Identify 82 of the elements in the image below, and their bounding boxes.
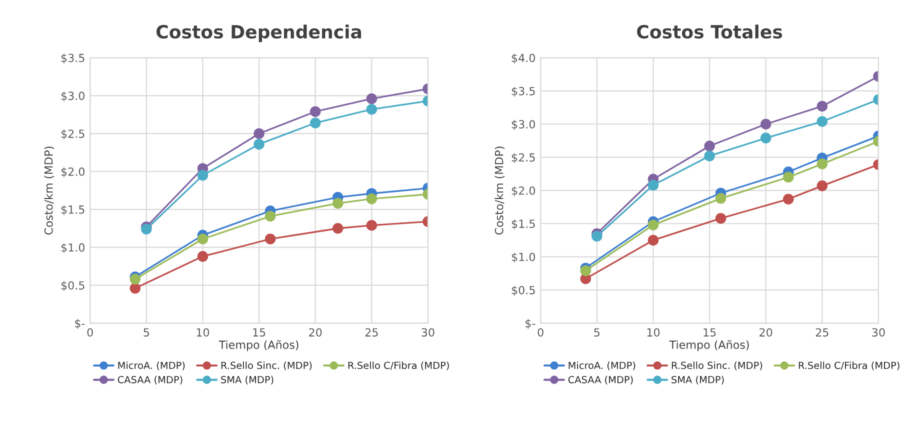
point bbox=[366, 93, 378, 104]
y-tick-label: $2.0 bbox=[61, 167, 84, 178]
x-tick-label: 10 bbox=[196, 328, 210, 337]
y-axis-title: Costo/km (MDP) bbox=[494, 146, 505, 235]
y-axis-title: Costo/km (MDP) bbox=[44, 146, 54, 235]
x-tick-label: 5 bbox=[594, 328, 600, 337]
x-axis-title: Tiempo (Años) bbox=[669, 340, 749, 352]
point bbox=[648, 234, 659, 246]
x-tick-label: 20 bbox=[309, 328, 322, 337]
point bbox=[197, 170, 208, 181]
point bbox=[332, 222, 344, 234]
point bbox=[310, 118, 321, 128]
chart-title: Costos Totales bbox=[637, 24, 782, 39]
legend-label: SMA (MDP) bbox=[221, 376, 274, 384]
point bbox=[782, 172, 794, 183]
x-tick-label: 25 bbox=[816, 328, 828, 337]
point bbox=[782, 194, 794, 204]
point bbox=[816, 116, 828, 127]
point bbox=[130, 274, 141, 285]
chart-title: Costos Dependencia bbox=[156, 24, 362, 42]
point bbox=[648, 180, 659, 191]
y-tick-label: $0.5 bbox=[512, 286, 535, 296]
x-tick-label: 25 bbox=[365, 328, 378, 337]
legend-label: R.Sello Sinc. (MDP) bbox=[221, 362, 312, 370]
point bbox=[264, 210, 276, 222]
x-tick-label: 30 bbox=[422, 328, 434, 337]
point bbox=[264, 234, 276, 244]
point bbox=[310, 106, 321, 117]
point bbox=[715, 193, 726, 204]
y-tick-label: $2.5 bbox=[512, 153, 535, 164]
y-tick-label: $2.5 bbox=[61, 129, 84, 140]
point bbox=[197, 234, 208, 244]
y-tick-label: $0.5 bbox=[61, 281, 84, 292]
y-tick-label: $1.5 bbox=[512, 219, 535, 230]
point bbox=[332, 198, 344, 209]
x-tick-label: 30 bbox=[872, 328, 885, 337]
y-tick-label: $3.5 bbox=[512, 86, 535, 97]
point bbox=[704, 150, 715, 162]
y-tick-label: $1.0 bbox=[61, 243, 84, 254]
legend-label: SMA (MDP) bbox=[672, 376, 724, 384]
x-tick-label: 0 bbox=[538, 328, 544, 337]
x-tick-label: 15 bbox=[704, 328, 716, 337]
y-tick-label: $- bbox=[75, 318, 85, 329]
point bbox=[704, 140, 715, 152]
y-tick-label: $1.0 bbox=[512, 252, 535, 263]
point bbox=[141, 224, 152, 235]
point bbox=[648, 220, 659, 230]
point bbox=[130, 282, 141, 294]
y-tick-label: $3.0 bbox=[61, 91, 84, 102]
x-tick-label: 20 bbox=[760, 328, 772, 337]
point bbox=[760, 132, 772, 144]
legend-label: CASAA (MDP) bbox=[568, 376, 633, 384]
x-tick-label: 5 bbox=[144, 328, 149, 337]
legend-label: MicroA. (MDP) bbox=[568, 362, 636, 370]
point bbox=[592, 230, 602, 242]
y-tick-label: $3.0 bbox=[512, 120, 535, 130]
y-tick-label: $4.0 bbox=[512, 54, 535, 64]
point bbox=[580, 265, 592, 276]
point bbox=[366, 220, 378, 231]
point bbox=[816, 158, 828, 170]
point bbox=[254, 138, 264, 150]
point bbox=[760, 118, 772, 130]
point bbox=[197, 251, 208, 262]
x-tick-label: 0 bbox=[87, 328, 93, 337]
legend-label: R.Sello C/Fibra (MDP) bbox=[348, 362, 449, 370]
legend-label: R.Sello C/Fibra (MDP) bbox=[798, 362, 900, 370]
x-axis-title: Tiempo (Años) bbox=[218, 340, 298, 352]
point bbox=[366, 104, 378, 115]
y-tick-label: $- bbox=[526, 318, 536, 329]
y-tick-label: $3.5 bbox=[61, 54, 84, 64]
x-tick-label: 15 bbox=[253, 328, 266, 337]
point bbox=[366, 193, 378, 204]
point bbox=[715, 212, 726, 224]
point bbox=[816, 180, 828, 192]
legend-label: MicroA. (MDP) bbox=[118, 362, 185, 370]
point bbox=[816, 100, 828, 112]
y-tick-label: $2.0 bbox=[512, 186, 535, 196]
legend-label: CASAA (MDP) bbox=[118, 376, 182, 384]
legend-label: R.Sello Sinc. (MDP) bbox=[672, 362, 762, 370]
x-tick-label: 10 bbox=[647, 328, 660, 337]
point bbox=[254, 128, 264, 139]
y-tick-label: $1.5 bbox=[61, 205, 84, 216]
